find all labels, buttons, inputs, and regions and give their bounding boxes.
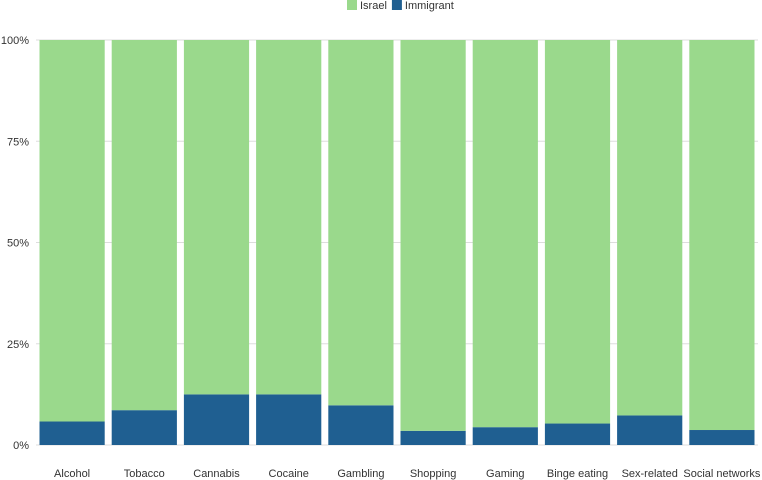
x-tick-label: Tobacco	[124, 468, 165, 480]
bar-israel-social-networks[interactable]	[689, 40, 755, 431]
x-tick-label: Shopping	[410, 468, 457, 480]
bar-immigrant-gaming[interactable]	[472, 427, 538, 445]
x-axis: Alcohol Tobacco Cannabis Cocaine Gambling Sho…	[54, 468, 761, 480]
bar-immigrant-sex-related[interactable]	[617, 415, 683, 445]
bar-immigrant-cocaine[interactable]	[256, 394, 322, 445]
bar-israel-cannabis[interactable]	[183, 40, 250, 395]
bar-immigrant-gambling[interactable]	[328, 405, 394, 445]
bars-layer	[39, 40, 755, 445]
bar-israel-cocaine[interactable]	[256, 40, 322, 395]
legend: Israel Immigrant	[347, 0, 454, 12]
bar-israel-alcohol[interactable]	[39, 40, 105, 422]
x-tick-label: Cocaine	[269, 468, 309, 480]
x-tick-label: Gambling	[337, 468, 384, 480]
x-tick-label: Social networks	[683, 468, 761, 480]
x-tick-label: Binge eating	[547, 468, 608, 480]
bar-israel-tobacco[interactable]	[111, 40, 177, 411]
y-axis: 0% 25% 50% 75% 100%	[1, 35, 29, 452]
x-tick-label: Gaming	[486, 468, 525, 480]
legend-label-immigrant: Immigrant	[405, 0, 454, 12]
y-tick-label: 50%	[7, 238, 29, 250]
bar-israel-binge-eating[interactable]	[544, 40, 611, 424]
bar-israel-sex-related[interactable]	[617, 40, 683, 416]
bar-immigrant-social-networks[interactable]	[689, 430, 755, 445]
x-tick-label: Sex-related	[622, 468, 678, 480]
legend-swatch-immigrant	[391, 0, 402, 10]
x-tick-label: Cannabis	[193, 468, 240, 480]
y-tick-label: 25%	[7, 339, 29, 351]
y-tick-label: 75%	[7, 136, 29, 148]
x-tick-label: Alcohol	[54, 468, 90, 480]
legend-label-israel: Israel	[360, 0, 387, 12]
bar-immigrant-shopping[interactable]	[400, 430, 466, 445]
bar-israel-gaming[interactable]	[472, 40, 538, 428]
bar-immigrant-binge-eating[interactable]	[544, 423, 611, 445]
bar-immigrant-alcohol[interactable]	[39, 421, 105, 445]
bar-immigrant-tobacco[interactable]	[111, 410, 177, 445]
bar-immigrant-cannabis[interactable]	[183, 394, 250, 445]
y-tick-label: 100%	[1, 35, 29, 47]
legend-swatch-israel	[347, 0, 357, 10]
bar-israel-gambling[interactable]	[328, 40, 394, 406]
bar-israel-shopping[interactable]	[400, 40, 466, 431]
y-tick-label: 0%	[13, 440, 29, 452]
